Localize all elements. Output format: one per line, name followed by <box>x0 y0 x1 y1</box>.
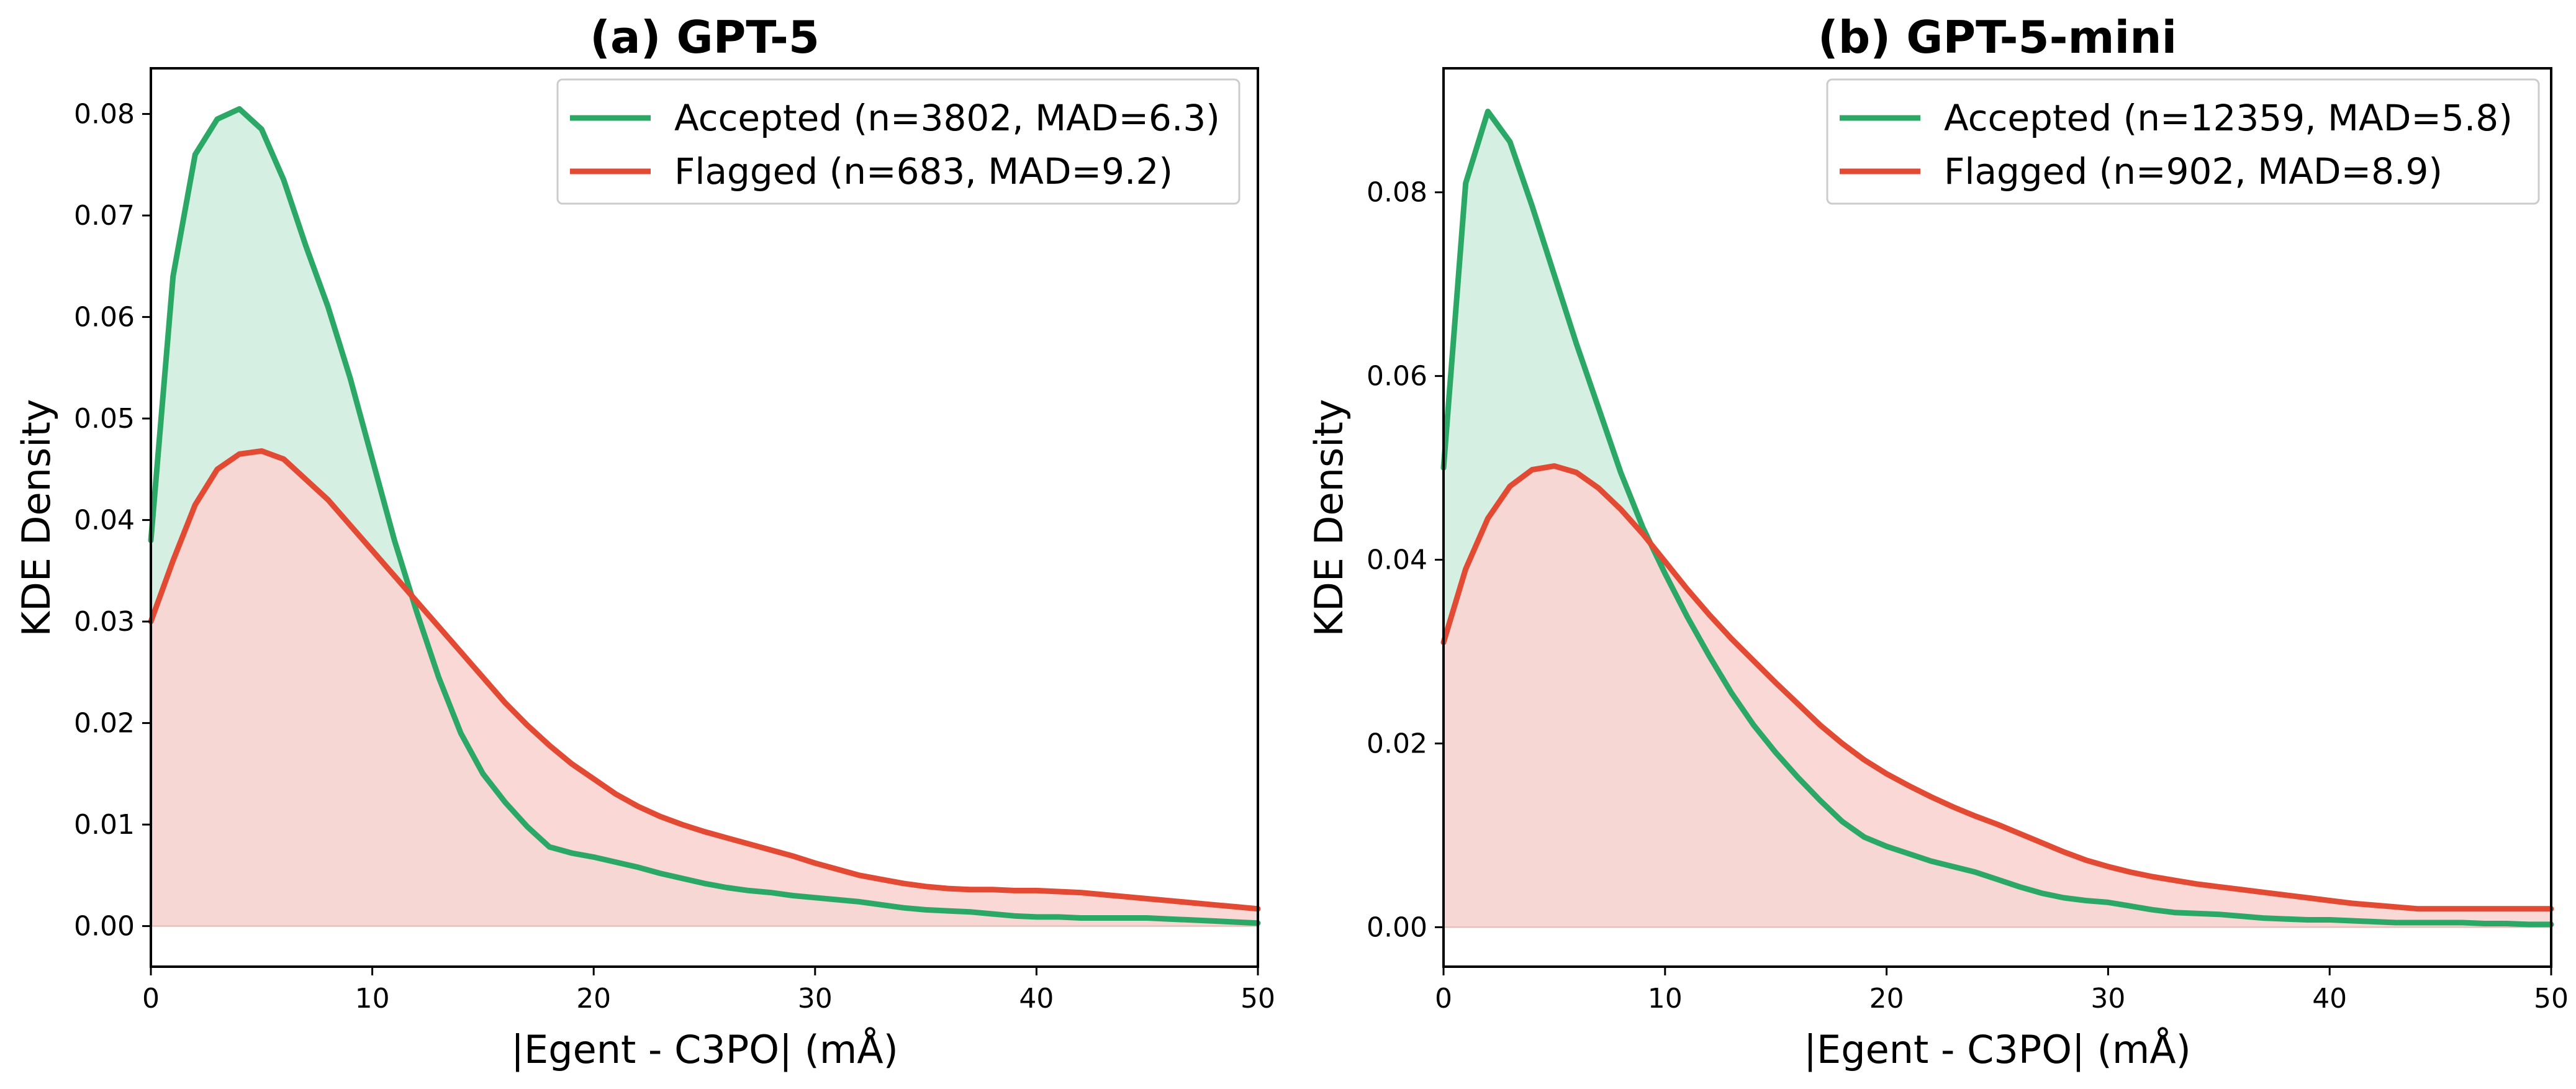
y-tick-label: 0.01 <box>74 809 135 841</box>
legend-label-flagged: Flagged (n=902, MAD=8.9) <box>1944 150 2443 192</box>
x-axis-label: |Egent - C3PO| (mÅ) <box>511 1027 898 1073</box>
y-tick-label: 0.06 <box>1367 361 1427 392</box>
y-tick-label: 0.07 <box>74 200 135 232</box>
y-tick-label: 0.04 <box>74 505 135 536</box>
panel-gpt-5-mini: (b) GPT-5-mini 0 10 20 30 40 50 0.00 0.02 0.04 0.… <box>1306 11 2569 1073</box>
y-tick-label: 0.04 <box>1367 544 1427 576</box>
axis-ticks: 0 10 20 30 40 50 0.00 0.01 0.02 0.03 0.04 0.05 0.06 0… <box>74 99 1275 1014</box>
series-line <box>148 106 1261 926</box>
plot-area <box>148 106 1261 927</box>
x-tick-label: 10 <box>355 983 390 1014</box>
legend-box <box>556 78 1241 205</box>
plot-area <box>1440 109 2554 928</box>
y-tick-label: 0.08 <box>1367 177 1427 209</box>
x-axis-label: |Egent - C3PO| (mÅ) <box>1804 1027 2191 1073</box>
series-line <box>1440 463 2554 912</box>
panel-title: (a) GPT-5 <box>590 11 820 63</box>
panel-title: (b) GPT-5-mini <box>1818 11 2177 63</box>
y-tick-label: 0.02 <box>74 708 135 739</box>
legend-label-flagged: Flagged (n=683, MAD=9.2) <box>674 150 1173 192</box>
y-tick-label: 0.02 <box>1367 728 1427 759</box>
axes-frame <box>150 67 1259 968</box>
x-tick-label: 20 <box>1869 983 1904 1014</box>
y-tick-label: 0.05 <box>74 403 135 435</box>
x-tick-label: 40 <box>2312 983 2347 1014</box>
x-tick-label: 0 <box>1435 983 1452 1014</box>
x-tick-label: 50 <box>1241 983 1275 1014</box>
x-tick-label: 20 <box>576 983 611 1014</box>
axes-frame <box>1442 67 2552 968</box>
x-tick-label: 40 <box>1019 983 1054 1014</box>
y-axis-label: KDE Density <box>1306 399 1352 637</box>
x-tick-label: 0 <box>142 983 160 1014</box>
legend-label-accepted: Accepted (n=12359, MAD=5.8) <box>1944 97 2513 139</box>
x-tick-label: 30 <box>798 983 833 1014</box>
y-tick-label: 0.00 <box>1367 911 1427 943</box>
x-tick-label: 30 <box>2090 983 2125 1014</box>
series-line <box>148 448 1261 912</box>
legend: Accepted (n=12359, MAD=5.8) Flagged (n=9… <box>1826 78 2540 205</box>
legend-label-accepted: Accepted (n=3802, MAD=6.3) <box>674 97 1220 139</box>
y-tick-label: 0.00 <box>74 911 135 942</box>
series-line <box>1440 109 2554 928</box>
y-tick-label: 0.08 <box>74 99 135 130</box>
legend: Accepted (n=3802, MAD=6.3) Flagged (n=68… <box>556 78 1241 205</box>
y-tick-label: 0.06 <box>74 302 135 333</box>
legend-box <box>1826 78 2540 205</box>
panel-gpt-5: (a) GPT-5 0 10 20 30 40 50 0.00 0.01 0.02 0.03 0.0… <box>14 11 1275 1073</box>
y-axis-label: KDE Density <box>14 399 59 637</box>
y-tick-label: 0.03 <box>74 606 135 638</box>
series-area <box>151 451 1258 926</box>
axis-ticks: 0 10 20 30 40 50 0.00 0.02 0.04 0.06 0.08 <box>1367 177 2569 1014</box>
series-area <box>1444 466 2551 928</box>
x-tick-label: 50 <box>2534 983 2569 1014</box>
x-tick-label: 10 <box>1648 983 1683 1014</box>
